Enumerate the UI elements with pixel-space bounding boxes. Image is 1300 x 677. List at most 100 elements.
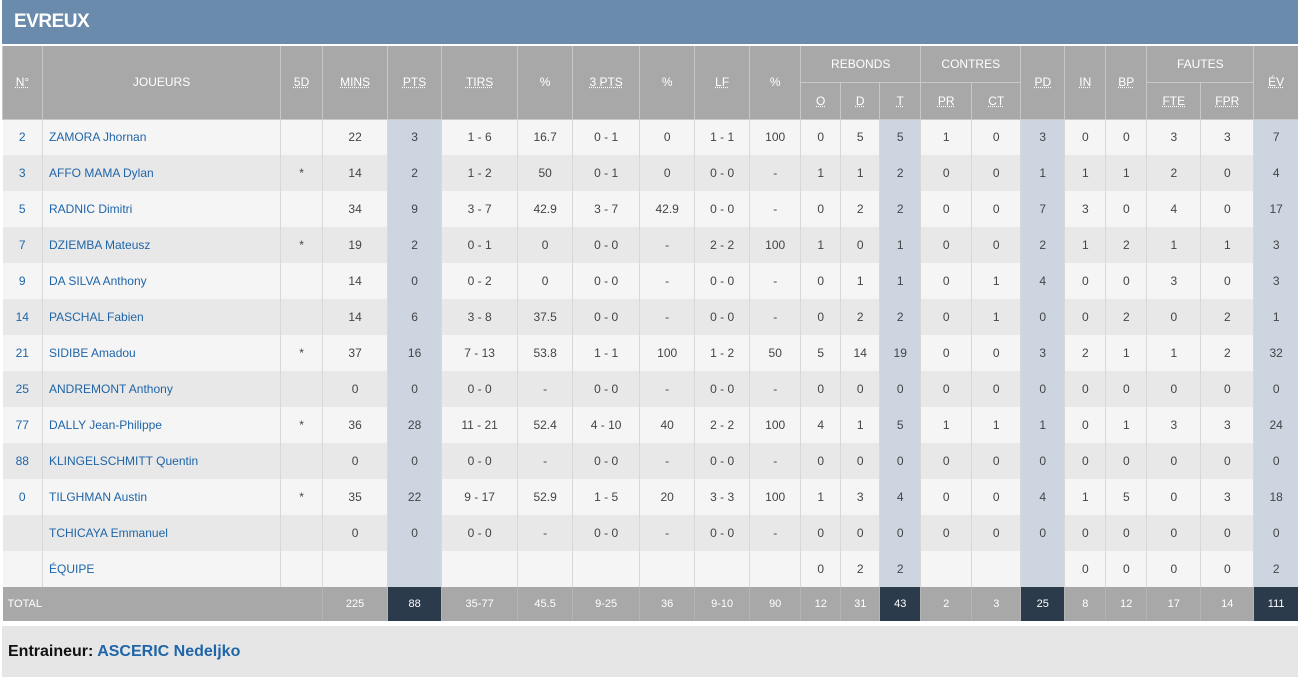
player-number[interactable]: 14 (2, 299, 43, 335)
player-reb-d: 0 (840, 227, 880, 263)
player-contres-pr: 0 (920, 227, 972, 263)
player-name-link[interactable]: TCHICAYA Emmanuel (41, 515, 281, 551)
player-tirs-pct (517, 551, 573, 587)
player-reb-t: 2 (879, 155, 921, 191)
col-header-contres-ct[interactable]: CT (971, 82, 1021, 120)
player-number (2, 551, 43, 587)
player-bp: 5 (1105, 479, 1147, 515)
player-name-link[interactable]: PASCHAL Fabien (41, 299, 281, 335)
col-header-in[interactable]: IN (1064, 46, 1106, 120)
player-in: 0 (1064, 443, 1106, 479)
col-header-pd[interactable]: PD (1020, 46, 1065, 120)
player-name-link[interactable]: ÉQUIPE (41, 551, 281, 587)
player-name-link[interactable]: SIDIBE Amadou (41, 335, 281, 371)
col-header-fautes-fte[interactable]: FTE (1146, 82, 1201, 120)
player-tirs (441, 551, 518, 587)
player-in: 0 (1064, 371, 1106, 407)
player-name-link[interactable]: TILGHMAN Austin (41, 479, 281, 515)
player-pts: 0 (387, 263, 442, 299)
player-name-link[interactable]: RADNIC Dimitri (41, 191, 281, 227)
table-row: 88 KLINGELSCHMITT Quentin 0 0 0 - 0-0 - 0-0 … (2, 443, 1298, 479)
table-row: 14 PASCHAL Fabien 14 6 3 - 8 37.5 0 - 0-0 - 0-… (2, 299, 1298, 335)
player-number[interactable]: 9 (2, 263, 43, 299)
player-reb-t: 0 (879, 371, 921, 407)
player-bp: 2 (1105, 227, 1147, 263)
player-fautes-fpr: 1 (1200, 227, 1254, 263)
player-contres-pr: 0 (920, 515, 972, 551)
col-header-contres-pr[interactable]: PR (920, 82, 972, 120)
col-header-reb-d[interactable]: D (840, 82, 880, 120)
col-header-ev[interactable]: ÉV (1253, 46, 1298, 120)
player-number[interactable]: 25 (2, 371, 43, 407)
col-header-number[interactable]: N° (2, 46, 43, 120)
player-name-link[interactable]: ANDREMONT Anthony (41, 371, 281, 407)
player-name-link[interactable]: DA SILVA Anthony (41, 263, 281, 299)
player-number[interactable]: 5 (2, 191, 43, 227)
player-mins: 35 (322, 479, 388, 515)
col-header-bp[interactable]: BP (1105, 46, 1147, 120)
player-starter (280, 371, 323, 407)
player-tirs-pct: 52.9 (517, 479, 573, 515)
col-header-reb-o[interactable]: O (800, 82, 841, 120)
player-lf-pct: - (749, 155, 801, 191)
player-bp: 0 (1105, 119, 1147, 155)
player-ev: 0 (1253, 443, 1298, 479)
col-header-starter[interactable]: 5D (280, 46, 323, 120)
player-mins: 0 (322, 371, 388, 407)
col-header-3pts[interactable]: 3 PTS (572, 46, 640, 120)
player-3pts-pct: 42.9 (639, 191, 695, 227)
player-fautes-fte: 3 (1146, 263, 1201, 299)
player-starter (280, 551, 323, 587)
player-starter (280, 515, 323, 551)
player-starter: * (280, 407, 323, 443)
col-header-mins[interactable]: MINS (322, 46, 388, 120)
player-lf: 0 - 0 (694, 263, 750, 299)
player-lf-pct: 50 (749, 335, 801, 371)
col-group-rebonds: REBONDS (800, 46, 921, 83)
player-fautes-fpr: 0 (1200, 515, 1254, 551)
player-pts: 28 (387, 407, 442, 443)
player-name-link[interactable]: ZAMORA Jhornan (41, 119, 281, 155)
player-fautes-fpr: 3 (1200, 479, 1254, 515)
player-contres-pr: 0 (920, 335, 972, 371)
player-reb-d: 0 (840, 443, 880, 479)
player-name-link[interactable]: KLINGELSCHMITT Quentin (41, 443, 281, 479)
player-fautes-fte: 0 (1146, 371, 1201, 407)
player-number[interactable]: 77 (2, 407, 43, 443)
player-reb-t: 4 (879, 479, 921, 515)
player-3pts-pct: 20 (639, 479, 695, 515)
player-name-link[interactable]: DALLY Jean-Philippe (41, 407, 281, 443)
player-3pts: 1 - 1 (572, 335, 640, 371)
player-number[interactable]: 88 (2, 443, 43, 479)
player-number[interactable]: 2 (2, 119, 43, 155)
player-pd (1020, 551, 1065, 587)
player-reb-o: 0 (800, 371, 841, 407)
player-contres-ct: 1 (971, 299, 1021, 335)
col-header-reb-t[interactable]: T (879, 82, 921, 120)
player-name-link[interactable]: DZIEMBA Mateusz (41, 227, 281, 263)
player-3pts-pct: 100 (639, 335, 695, 371)
col-header-pts[interactable]: PTS (387, 46, 442, 120)
player-pts: 2 (387, 227, 442, 263)
player-name-link[interactable]: AFFO MAMA Dylan (41, 155, 281, 191)
player-reb-t: 19 (879, 335, 921, 371)
player-tirs-pct: 50 (517, 155, 573, 191)
player-reb-t: 0 (879, 515, 921, 551)
player-lf (694, 551, 750, 587)
player-number[interactable]: 21 (2, 335, 43, 371)
col-header-lf[interactable]: LF (694, 46, 750, 120)
coach-label: Entraineur: (8, 643, 98, 660)
player-lf-pct (749, 551, 801, 587)
coach-name-link[interactable]: ASCERIC Nedeljko (97, 643, 241, 660)
player-lf: 1 - 2 (694, 335, 750, 371)
player-reb-d: 1 (840, 263, 880, 299)
player-number[interactable]: 3 (2, 155, 43, 191)
player-3pts: 0 - 0 (572, 227, 640, 263)
col-header-tirs[interactable]: TIRS (441, 46, 518, 120)
player-number[interactable]: 7 (2, 227, 43, 263)
player-3pts: 0 - 0 (572, 443, 640, 479)
col-header-fautes-fpr[interactable]: FPR (1200, 82, 1254, 120)
col-group-fautes: FAUTES (1146, 46, 1254, 83)
player-number[interactable]: 0 (2, 479, 43, 515)
player-in: 0 (1064, 299, 1106, 335)
